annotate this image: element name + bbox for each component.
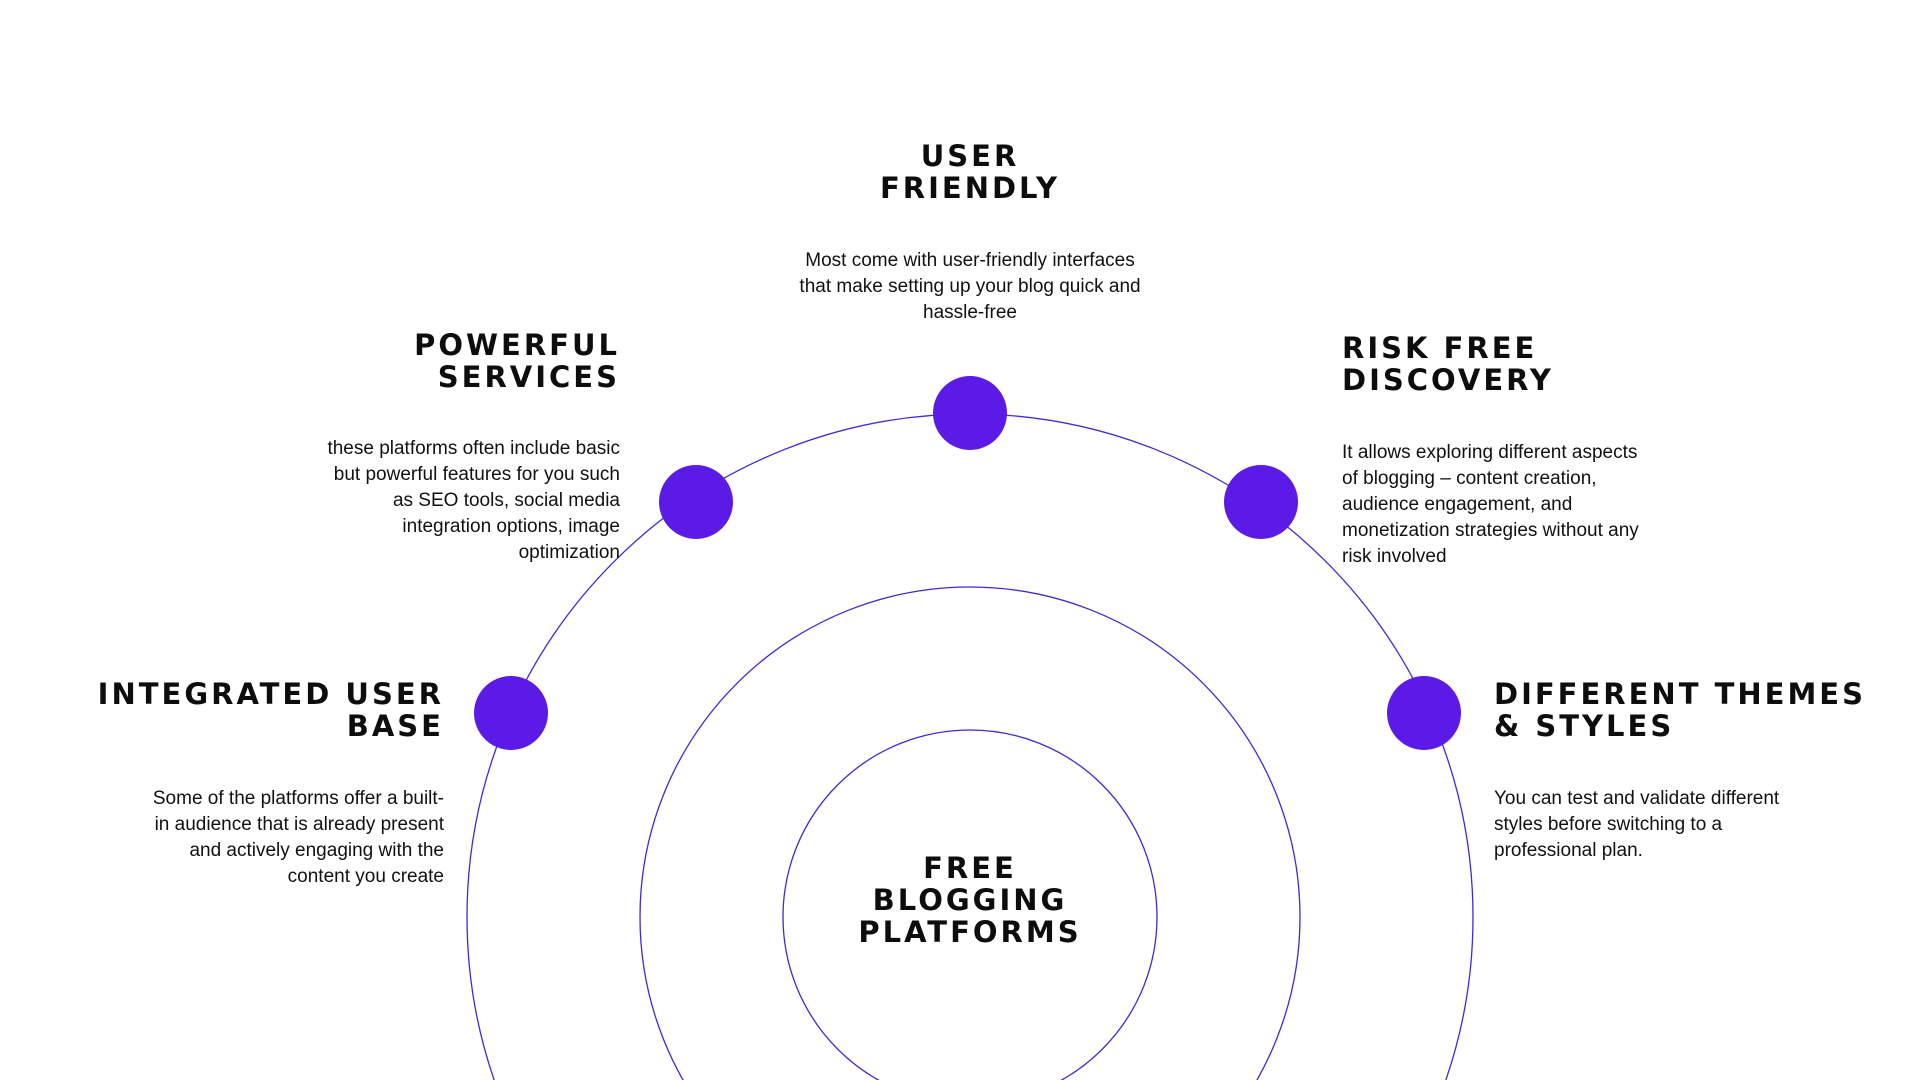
node-risk-free-discovery <box>1224 465 1298 539</box>
desc-powerful-services: these platforms often include basic but … <box>327 438 620 563</box>
desc-user-friendly: Most come with user-friendly interfaces … <box>799 250 1141 323</box>
middle-ring <box>639 586 1301 1080</box>
desc-integrated-user-base: Some of the platforms offer a built- in … <box>152 788 444 887</box>
desc-different-themes-styles: You can test and validate different styl… <box>1494 788 1780 861</box>
heading-integrated-user-base: INTEGRATED USER BASE <box>97 677 444 743</box>
inner-ring <box>782 729 1158 1080</box>
heading-risk-free-discovery: RISK FREE DISCOVERY <box>1342 331 1554 397</box>
desc-risk-free-discovery: It allows exploring different aspects of… <box>1342 442 1639 567</box>
heading-powerful-services: POWERFUL SERVICES <box>414 328 620 394</box>
heading-user-friendly: USER FRIENDLY <box>879 139 1061 205</box>
node-user-friendly <box>933 376 1007 450</box>
heading-different-themes-styles: DIFFERENT THEMES & STYLES <box>1494 677 1866 743</box>
node-integrated-user-base <box>474 676 548 750</box>
center-title: FREE BLOGGING PLATFORMS <box>858 851 1082 949</box>
node-powerful-services <box>659 465 733 539</box>
node-different-themes-styles <box>1387 676 1461 750</box>
